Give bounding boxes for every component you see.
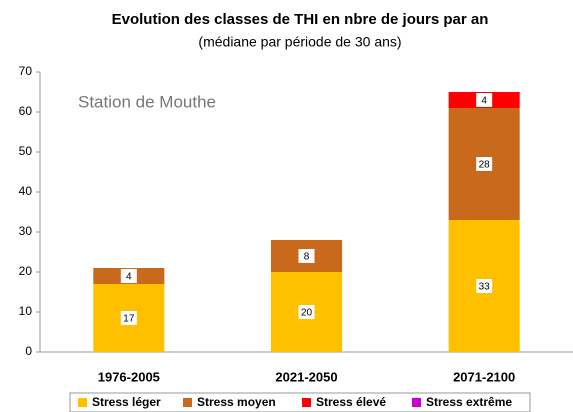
- x-tick-label: 2021-2050: [275, 369, 337, 384]
- value-label-box: [476, 279, 493, 293]
- value-label-box: [120, 269, 137, 283]
- legend-box: [69, 392, 531, 412]
- legend-swatch: [412, 398, 421, 407]
- legend-label: Stress moyen: [197, 395, 276, 409]
- value-label-box: [298, 249, 315, 263]
- legend-label: Stress élevé: [316, 395, 386, 409]
- chart-subtitle: (médiane par période de 30 ans): [198, 34, 401, 50]
- x-tick-label: 1976-2005: [98, 369, 160, 384]
- y-tick-label: 40: [19, 184, 33, 198]
- chart-title: Evolution des classes de THI en nbre de …: [112, 11, 489, 28]
- value-label: 4: [481, 96, 487, 107]
- annotation: Station de Mouthe: [78, 92, 216, 111]
- value-label: 17: [123, 314, 135, 325]
- y-tick-label: 60: [19, 104, 33, 118]
- value-label-box: [476, 93, 493, 107]
- value-label: 28: [479, 160, 491, 171]
- value-label-box: [120, 311, 137, 325]
- y-tick-label: 10: [19, 304, 33, 318]
- x-tick-label: 2071-2100: [453, 369, 515, 384]
- value-label-box: [476, 157, 493, 171]
- legend-label: Stress extrême: [426, 395, 512, 409]
- y-tick-label: 70: [19, 64, 33, 78]
- value-label: 4: [126, 272, 132, 283]
- y-tick-label: 30: [19, 224, 33, 238]
- value-label: 8: [304, 252, 310, 263]
- y-tick-label: 0: [25, 344, 32, 358]
- y-tick-label: 20: [19, 264, 33, 278]
- value-label: 33: [479, 282, 491, 293]
- value-label-box: [298, 305, 315, 319]
- legend-swatch: [183, 398, 192, 407]
- y-tick-label: 50: [19, 144, 33, 158]
- legend-swatch: [302, 398, 311, 407]
- value-label: 20: [301, 308, 313, 319]
- legend-label: Stress léger: [92, 395, 161, 409]
- legend-swatch: [78, 398, 87, 407]
